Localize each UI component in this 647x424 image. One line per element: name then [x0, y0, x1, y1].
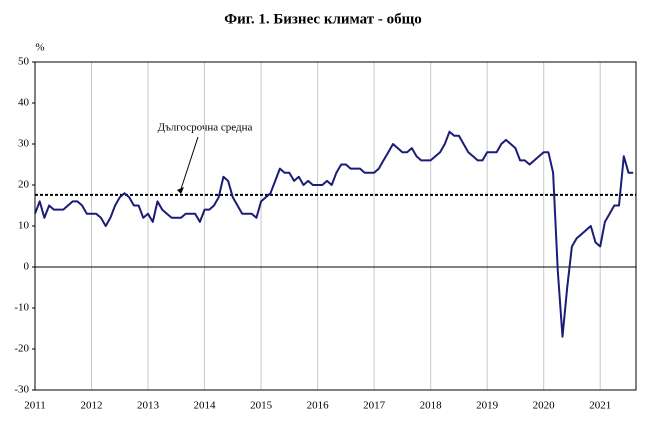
x-tick-label: 2013	[137, 400, 160, 412]
y-tick-label: 40	[18, 97, 30, 109]
x-tick-label: 2018	[420, 400, 443, 412]
chart-title: Фиг. 1. Бизнес климат - общо	[224, 11, 422, 27]
y-tick-label: 30	[18, 138, 30, 150]
data-line	[34, 130, 634, 338]
y-tick-label: -20	[14, 343, 29, 355]
y-tick-label: -10	[14, 302, 29, 314]
x-tick-label: 2021	[589, 400, 611, 412]
y-axis-label: %	[35, 42, 44, 54]
x-tick-label: 2019	[476, 400, 499, 412]
x-tick-label: 2011	[24, 400, 46, 412]
x-tick-label: 2015	[250, 400, 273, 412]
y-tick-label: 10	[18, 220, 30, 232]
x-tick-label: 2020	[533, 400, 556, 412]
plot-border	[34, 61, 637, 391]
y-tick-label: -30	[14, 384, 29, 396]
y-tick-label: 0	[24, 261, 30, 273]
x-tick-label: 2016	[307, 400, 330, 412]
y-tick-label: 20	[18, 179, 30, 191]
x-tick-label: 2017	[363, 400, 386, 412]
arrow-head	[177, 187, 184, 194]
x-tick-label: 2014	[194, 400, 217, 412]
annotation-arrow	[180, 136, 199, 190]
x-tick-label: 2012	[81, 400, 103, 412]
y-tick-label: 50	[18, 56, 30, 68]
